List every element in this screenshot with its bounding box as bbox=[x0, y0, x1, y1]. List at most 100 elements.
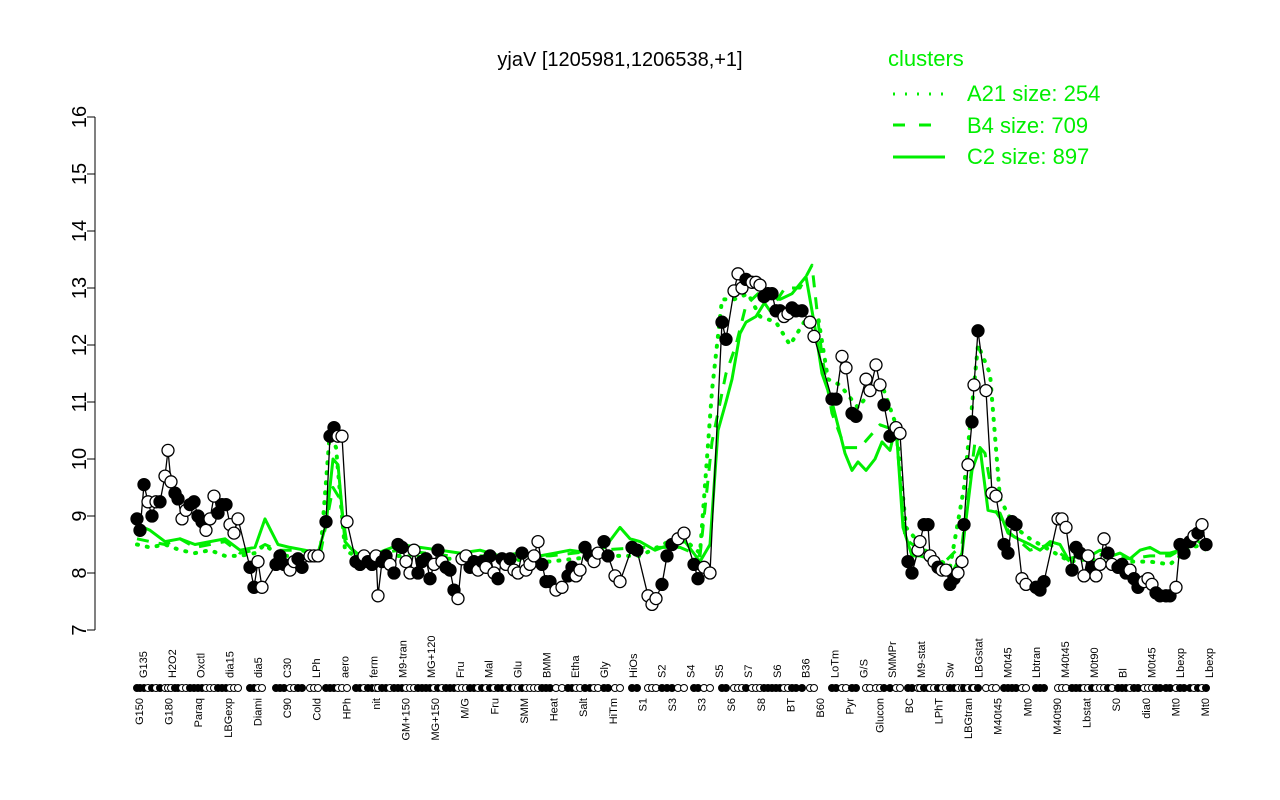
x-tick-label-top: S4 bbox=[685, 665, 697, 678]
x-tick-label-bottom: HiTm bbox=[608, 698, 620, 724]
x-tick-label-top: Mal bbox=[484, 660, 496, 678]
x-tick-label-top: dia5 bbox=[253, 657, 265, 678]
y-tick-label: 15 bbox=[69, 163, 91, 185]
data-point bbox=[319, 515, 333, 529]
data-point bbox=[251, 554, 265, 569]
data-point bbox=[573, 563, 587, 577]
x-tick-label-top: dia15 bbox=[224, 651, 236, 678]
data-point bbox=[691, 572, 705, 586]
x-tick-label-top: Lbexp bbox=[1175, 648, 1187, 678]
x-tick-label-top: B36 bbox=[801, 658, 813, 678]
data-point bbox=[1065, 563, 1079, 577]
data-point bbox=[371, 589, 385, 603]
data-point bbox=[765, 287, 779, 301]
legend-a21: A21 size: 254 bbox=[967, 81, 1100, 106]
x-tick-label-top: S5 bbox=[714, 665, 726, 678]
cluster-line-dashed bbox=[136, 263, 1207, 564]
data-point bbox=[527, 549, 541, 563]
data-point bbox=[939, 563, 953, 577]
x-tick-label-bottom: M40t90 bbox=[1052, 698, 1064, 735]
data-point bbox=[555, 580, 569, 594]
data-point bbox=[227, 526, 241, 540]
data-point bbox=[703, 566, 717, 580]
x-tick-label-top: Sw bbox=[945, 663, 957, 678]
x-tick-label-top: LoTm bbox=[829, 650, 841, 678]
x-tick-label-top: S6 bbox=[772, 665, 784, 678]
data-point bbox=[231, 512, 245, 526]
y-tick-label: 14 bbox=[69, 220, 91, 242]
x-tick-label-bottom: Heat bbox=[549, 698, 561, 721]
x-tick-label-bottom: S3 bbox=[697, 698, 709, 711]
data-point bbox=[164, 475, 178, 489]
data-point bbox=[613, 574, 627, 589]
x-tick-label-bottom: S8 bbox=[756, 698, 768, 711]
x-tick-label-bottom: Salt bbox=[578, 698, 590, 717]
cluster-lines bbox=[135, 263, 1208, 575]
data-point bbox=[443, 563, 457, 577]
data-point bbox=[1009, 517, 1023, 532]
x-tick-label-top: G135 bbox=[138, 651, 150, 678]
x-tick-label-bottom: S3 bbox=[667, 698, 679, 711]
data-point bbox=[901, 554, 915, 569]
legend-c2: C2 size: 897 bbox=[967, 144, 1089, 169]
legend: clusters A21 size: 254 B4 size: 709 C2 s… bbox=[888, 46, 1100, 169]
x-tick-label-bottom: S6 bbox=[726, 698, 738, 711]
data-point bbox=[905, 566, 919, 580]
data-point bbox=[199, 523, 213, 537]
x-tick-label-top: Lbtran bbox=[1031, 647, 1043, 678]
data-point bbox=[1097, 532, 1111, 546]
data-point bbox=[893, 426, 907, 441]
data-point bbox=[951, 566, 965, 580]
x-tick-label-top: aero bbox=[340, 656, 352, 678]
x-tick-label-top: Etha bbox=[570, 654, 582, 678]
data-point bbox=[869, 358, 883, 372]
data-point bbox=[630, 543, 644, 557]
data-point bbox=[187, 495, 201, 509]
data-point bbox=[859, 372, 873, 386]
data-point bbox=[961, 458, 975, 472]
rug-point bbox=[1040, 684, 1048, 692]
data-point bbox=[171, 492, 185, 506]
rug-point bbox=[343, 684, 351, 692]
x-tick-label-bottom: nit bbox=[371, 698, 383, 710]
data-point bbox=[655, 577, 669, 592]
expression-series bbox=[130, 267, 1213, 612]
data-point bbox=[1199, 537, 1213, 552]
x-tick-label-top: Oxctl bbox=[196, 653, 208, 678]
data-point bbox=[660, 549, 674, 563]
cluster-line-solid bbox=[136, 275, 1207, 575]
data-point bbox=[1001, 546, 1015, 560]
data-point bbox=[753, 278, 767, 292]
data-point bbox=[255, 580, 269, 594]
x-tick-label-bottom: HPh bbox=[341, 698, 353, 719]
data-point bbox=[1101, 546, 1115, 560]
x-tick-label-top: ferm bbox=[368, 656, 380, 678]
data-point bbox=[411, 566, 425, 580]
data-point bbox=[491, 572, 505, 586]
rug-point bbox=[298, 684, 306, 692]
x-tick-label-bottom: Pyr bbox=[845, 698, 857, 715]
data-point bbox=[835, 349, 849, 364]
rug-point bbox=[314, 684, 322, 692]
data-point bbox=[387, 566, 401, 580]
rug-point bbox=[852, 684, 860, 692]
y-tick-label: 13 bbox=[69, 277, 91, 299]
rug-point bbox=[896, 684, 904, 692]
rug-point bbox=[798, 684, 806, 692]
data-point bbox=[849, 409, 863, 423]
x-tick-label-bottom: Glucon bbox=[874, 698, 886, 733]
x-tick-label-top: MG+120 bbox=[426, 636, 438, 679]
rug-point bbox=[810, 684, 818, 692]
x-tick-label-bottom: B60 bbox=[815, 698, 827, 718]
data-point bbox=[913, 534, 927, 549]
data-point bbox=[877, 398, 891, 412]
data-point bbox=[795, 304, 809, 318]
data-point bbox=[1177, 546, 1191, 560]
x-tick-label-top: Gly bbox=[599, 661, 611, 678]
x-tick-label-top: M40t45 bbox=[1060, 641, 1072, 678]
x-tick-label-top: C30 bbox=[282, 658, 294, 678]
x-tick-label-top: LPh bbox=[311, 658, 323, 678]
x-tick-label-bottom: M/G bbox=[460, 698, 472, 719]
data-point bbox=[503, 552, 517, 566]
data-point bbox=[407, 543, 421, 557]
